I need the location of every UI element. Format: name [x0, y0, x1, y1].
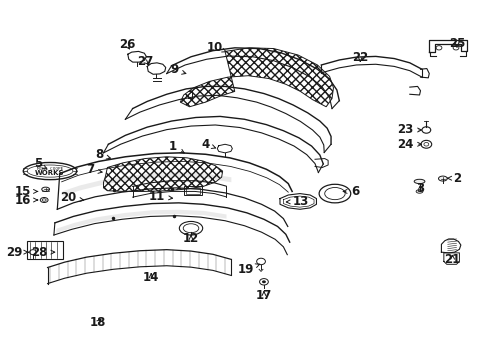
Text: 23: 23 — [396, 123, 421, 136]
Text: 2: 2 — [447, 172, 461, 185]
Ellipse shape — [40, 198, 48, 203]
Text: 26: 26 — [119, 39, 135, 51]
Text: 22: 22 — [351, 51, 367, 64]
Ellipse shape — [413, 179, 424, 184]
Text: 9: 9 — [170, 63, 185, 76]
Text: 24: 24 — [396, 138, 421, 151]
Text: 25: 25 — [448, 37, 464, 50]
Text: WORKS: WORKS — [35, 170, 64, 176]
Text: 15: 15 — [15, 185, 38, 198]
Text: 4: 4 — [201, 138, 215, 151]
Text: 14: 14 — [142, 271, 159, 284]
Text: 11: 11 — [149, 190, 172, 203]
Text: 5: 5 — [34, 157, 47, 170]
Bar — [183, 186, 202, 195]
Text: 7: 7 — [86, 163, 102, 176]
Text: 8: 8 — [95, 148, 110, 162]
Text: 29: 29 — [6, 246, 28, 258]
Bar — [186, 188, 200, 194]
Text: 18: 18 — [89, 316, 105, 329]
Text: 3: 3 — [416, 182, 424, 195]
Circle shape — [262, 280, 265, 283]
Text: 6: 6 — [343, 185, 359, 198]
Text: 27: 27 — [137, 55, 153, 68]
Text: MINI COOPE: MINI COOPE — [37, 167, 63, 171]
Text: 13: 13 — [285, 195, 309, 208]
Text: 21: 21 — [444, 253, 460, 266]
Text: 28: 28 — [31, 246, 55, 258]
Ellipse shape — [438, 176, 447, 181]
Text: 20: 20 — [61, 192, 83, 204]
Text: 16: 16 — [15, 194, 38, 207]
Ellipse shape — [415, 190, 422, 193]
Bar — [27, 242, 63, 258]
Text: 17: 17 — [255, 289, 271, 302]
Ellipse shape — [41, 187, 49, 192]
Text: 10: 10 — [206, 41, 226, 54]
Text: 12: 12 — [183, 232, 199, 245]
Text: 1: 1 — [168, 140, 184, 153]
Text: 19: 19 — [237, 263, 259, 276]
